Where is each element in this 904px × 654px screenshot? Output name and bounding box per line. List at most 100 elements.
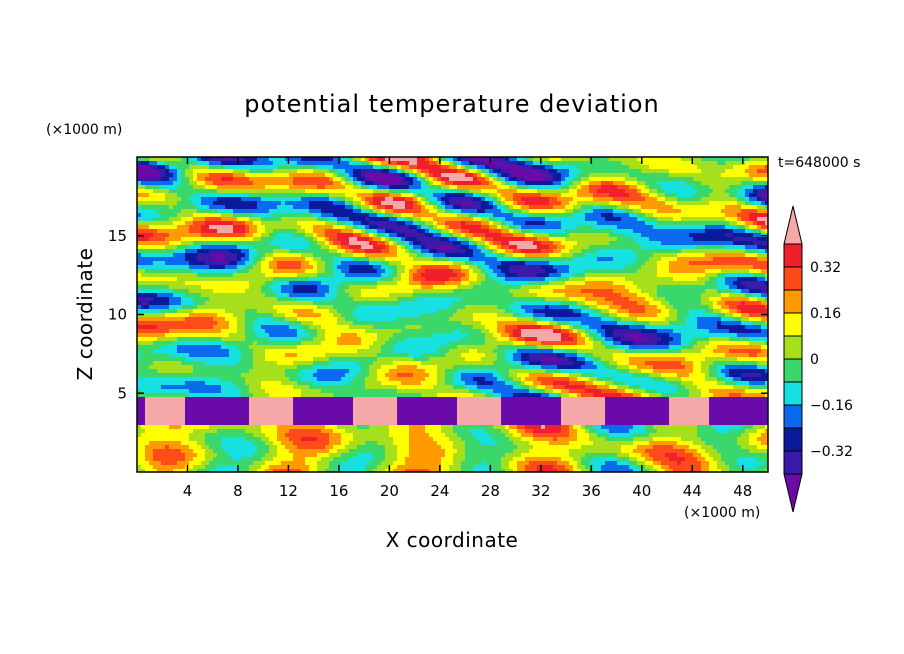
- field-cell: [505, 273, 510, 278]
- field-cell: [305, 181, 310, 186]
- field-cell: [713, 185, 718, 190]
- field-cell: [241, 221, 246, 226]
- field-cell: [397, 241, 402, 246]
- field-cell: [165, 257, 170, 262]
- field-cell: [441, 261, 446, 266]
- field-cell: [333, 213, 338, 218]
- field-cell: [653, 177, 658, 182]
- field-cell: [409, 265, 414, 270]
- field-cell: [305, 189, 310, 194]
- field-cell: [589, 181, 594, 186]
- field-cell: [581, 157, 586, 162]
- field-cell: [213, 277, 218, 282]
- field-cell: [257, 225, 262, 230]
- field-cell: [337, 281, 342, 286]
- field-cell: [665, 177, 670, 182]
- field-cell: [501, 165, 506, 170]
- field-cell: [481, 221, 486, 226]
- field-cell: [541, 277, 546, 282]
- field-cell: [177, 189, 182, 194]
- field-cell: [305, 269, 310, 274]
- field-cell: [613, 193, 618, 198]
- field-cell: [185, 265, 190, 270]
- field-cell: [629, 265, 634, 270]
- field-cell: [521, 241, 526, 246]
- field-cell: [149, 249, 154, 254]
- field-cell: [421, 173, 426, 178]
- field-cell: [389, 157, 394, 162]
- field-cell: [469, 233, 474, 238]
- field-cell: [541, 245, 546, 250]
- field-cell: [289, 249, 294, 254]
- field-cell: [733, 225, 738, 230]
- field-cell: [749, 181, 754, 186]
- field-cell: [177, 173, 182, 178]
- field-cell: [457, 249, 462, 254]
- field-cell: [289, 257, 294, 262]
- field-cell: [685, 157, 690, 162]
- field-cell: [621, 185, 626, 190]
- field-cell: [153, 185, 158, 190]
- field-cell: [577, 173, 582, 178]
- field-cell: [673, 265, 678, 270]
- field-cell: [349, 169, 354, 174]
- field-cell: [737, 157, 742, 162]
- field-cell: [289, 229, 294, 234]
- field-cell: [197, 225, 202, 230]
- field-cell: [333, 217, 338, 222]
- field-cell: [665, 189, 670, 194]
- field-cell: [233, 169, 238, 174]
- field-cell: [325, 157, 330, 162]
- field-cell: [417, 277, 422, 282]
- field-cell: [449, 205, 454, 210]
- field-cell: [309, 273, 314, 278]
- field-cell: [601, 185, 606, 190]
- field-cell: [721, 265, 726, 270]
- field-cell: [569, 201, 574, 206]
- field-cell: [137, 269, 142, 274]
- field-cell: [557, 265, 562, 270]
- field-cell: [649, 193, 654, 198]
- field-cell: [705, 173, 710, 178]
- field-cell: [205, 169, 210, 174]
- field-cell: [641, 277, 646, 282]
- field-cell: [717, 165, 722, 170]
- field-cell: [453, 201, 458, 206]
- field-cell: [445, 201, 450, 206]
- field-cell: [697, 265, 702, 270]
- field-cell: [761, 249, 766, 254]
- field-cell: [441, 217, 446, 222]
- field-cell: [405, 173, 410, 178]
- field-cell: [529, 221, 534, 226]
- field-cell: [341, 245, 346, 250]
- field-cell: [369, 173, 374, 178]
- field-cell: [377, 213, 382, 218]
- field-cell: [241, 173, 246, 178]
- field-cell: [381, 197, 386, 202]
- field-cell: [569, 193, 574, 198]
- field-cell: [745, 273, 750, 278]
- field-cell: [621, 241, 626, 246]
- field-cell: [341, 201, 346, 206]
- field-cell: [237, 177, 242, 182]
- field-cell: [489, 157, 494, 162]
- field-cell: [153, 213, 158, 218]
- field-cell: [561, 193, 566, 198]
- field-cell: [697, 185, 702, 190]
- field-cell: [681, 173, 686, 178]
- field-cell: [373, 269, 378, 274]
- field-cell: [465, 265, 470, 270]
- field-cell: [709, 201, 714, 206]
- field-cell: [437, 241, 442, 246]
- field-cell: [377, 165, 382, 170]
- field-cell: [389, 173, 394, 178]
- field-cell: [357, 253, 362, 258]
- field-cell: [317, 261, 322, 266]
- field-cell: [689, 185, 694, 190]
- field-cell: [397, 281, 402, 286]
- field-cell: [465, 269, 470, 274]
- field-cell: [357, 249, 362, 254]
- field-cell: [737, 177, 742, 182]
- field-cell: [565, 225, 570, 230]
- field-cell: [405, 269, 410, 274]
